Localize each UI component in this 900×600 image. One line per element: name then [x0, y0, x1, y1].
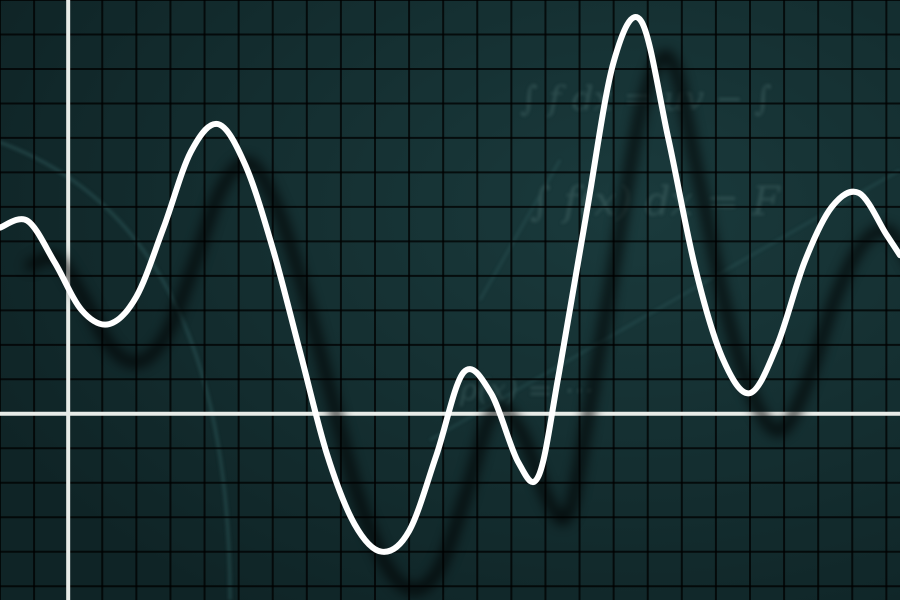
- series-line-shadow: [25, 50, 900, 595]
- backdrop-formula: ∫ f(x) dx = F: [530, 179, 781, 225]
- series-line: [0, 14, 900, 555]
- backdrop-diagonal: [429, 169, 900, 441]
